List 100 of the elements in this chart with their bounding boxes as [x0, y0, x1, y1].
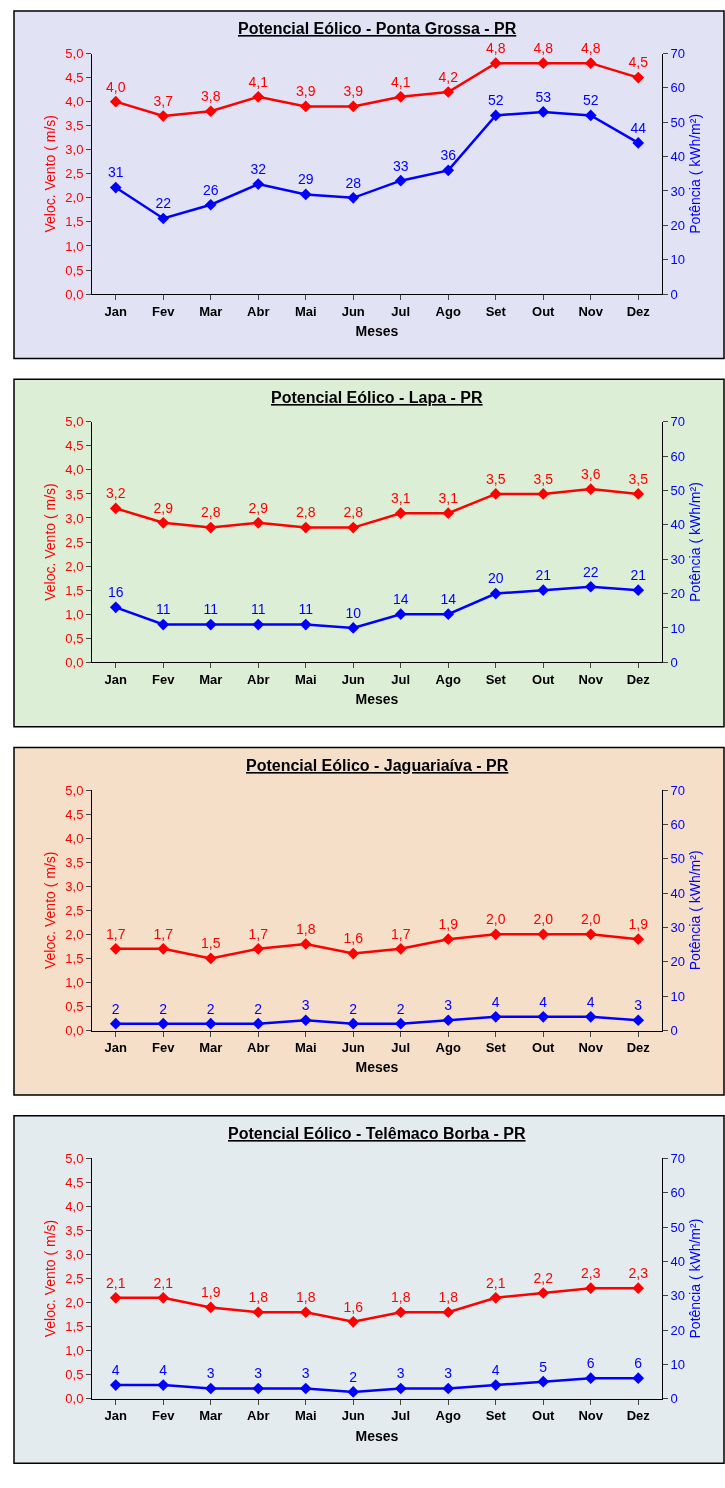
- point: [347, 521, 360, 534]
- data-label: 4,8: [533, 40, 554, 57]
- x-tick-label: Set: [485, 671, 507, 687]
- data-label: 2,3: [581, 1265, 601, 1282]
- point: [347, 1316, 360, 1328]
- point: [252, 178, 265, 190]
- data-label: 2,1: [106, 1274, 126, 1291]
- data-label: 3: [444, 1365, 453, 1382]
- y-tick-label: 2,0: [65, 190, 84, 206]
- x-tick-label: Fev: [152, 1408, 176, 1424]
- point: [204, 1017, 217, 1030]
- y2-tick-label: 30: [670, 1288, 686, 1304]
- point: [489, 488, 502, 500]
- data-label: 53: [535, 88, 552, 105]
- point: [394, 90, 407, 103]
- point: [157, 618, 170, 631]
- x-tick-label: Out: [532, 1040, 556, 1056]
- point: [489, 1291, 502, 1304]
- point: [109, 1291, 122, 1304]
- data-label: 2,8: [201, 504, 221, 521]
- y2-axis-title: Potência ( kWh/m²): [687, 850, 704, 971]
- x-tick-label: Mar: [199, 1040, 223, 1056]
- x-tick-label: Fev: [152, 1040, 176, 1056]
- x-tick-label: Nov: [578, 303, 604, 319]
- point: [632, 488, 645, 500]
- y-tick-label: 2,5: [65, 1271, 84, 1287]
- point: [537, 488, 550, 500]
- data-label: 3: [396, 1365, 405, 1382]
- point: [537, 106, 550, 118]
- x-tick-label: Mai: [294, 1408, 317, 1424]
- y2-tick-label: 70: [670, 46, 686, 62]
- data-label: 3: [634, 997, 643, 1014]
- data-label: 2,0: [533, 911, 554, 928]
- point: [109, 95, 122, 108]
- data-label: 2,1: [153, 1274, 174, 1291]
- x-tick-label: Nov: [578, 1408, 604, 1424]
- point: [489, 928, 502, 941]
- y2-tick-label: 0: [670, 654, 678, 670]
- y2-tick-label: 50: [670, 114, 686, 130]
- x-tick-label: Ago: [435, 1040, 461, 1056]
- data-label: 1,9: [201, 1284, 221, 1301]
- chart-title: Potencial Eólico - Ponta Grossa - PR: [238, 20, 517, 37]
- y2-tick-label: 60: [670, 80, 686, 96]
- point: [252, 618, 265, 631]
- y-tick-label: 3,0: [65, 1247, 84, 1263]
- y2-tick-label: 30: [670, 183, 686, 199]
- point: [632, 71, 645, 84]
- y2-tick-label: 30: [670, 551, 686, 567]
- data-label: 1,9: [438, 916, 459, 933]
- point: [537, 1010, 550, 1023]
- y-tick-label: 2,0: [65, 1295, 84, 1311]
- point: [109, 942, 122, 955]
- y2-tick-label: 10: [670, 988, 686, 1004]
- x-tick-label: Jun: [341, 1408, 365, 1424]
- point: [252, 1306, 265, 1319]
- y-tick-label: 1,5: [65, 214, 84, 230]
- point: [632, 933, 645, 946]
- point: [584, 1010, 597, 1023]
- data-label: 5: [539, 1358, 548, 1375]
- x-tick-label: Fev: [152, 671, 176, 687]
- data-label: 2,3: [628, 1265, 649, 1282]
- x-tick-label: Mai: [294, 303, 317, 319]
- y2-tick-label: 10: [670, 252, 686, 268]
- y2-tick-label: 0: [670, 1023, 678, 1039]
- point: [632, 1014, 645, 1027]
- y2-axis-title: Potência ( kWh/m²): [687, 482, 704, 602]
- data-label: 3,5: [486, 470, 506, 487]
- x-tick-label: Jul: [391, 1408, 411, 1424]
- point: [394, 942, 407, 955]
- point: [157, 942, 170, 955]
- y-tick-label: 0,0: [65, 286, 84, 302]
- data-label: 10: [345, 604, 362, 621]
- point: [584, 580, 597, 593]
- y-tick-label: 4,5: [65, 438, 84, 454]
- data-label: 52: [582, 92, 599, 109]
- y-tick-label: 3,0: [65, 878, 84, 894]
- x-tick-label: Set: [485, 303, 507, 319]
- y2-tick-label: 40: [670, 149, 686, 165]
- point: [109, 181, 122, 194]
- data-label: 28: [345, 174, 362, 191]
- data-label: 1,6: [343, 930, 364, 947]
- x-tick-label: Jun: [341, 671, 365, 687]
- y2-tick-label: 0: [670, 1391, 678, 1407]
- y-tick-label: 4,0: [65, 462, 84, 478]
- data-label: 1,8: [296, 920, 316, 937]
- point: [632, 1282, 645, 1295]
- point: [252, 1017, 265, 1030]
- data-label: 4: [159, 1361, 168, 1378]
- data-label: 2,2: [533, 1269, 554, 1286]
- y2-tick-label: 50: [670, 483, 686, 499]
- x-tick-label: Ago: [435, 1408, 461, 1424]
- point: [204, 618, 217, 631]
- data-label: 1,8: [248, 1289, 269, 1306]
- y-tick-label: 0,0: [65, 1023, 84, 1039]
- point: [489, 1010, 502, 1023]
- point: [157, 1017, 170, 1030]
- data-label: 1,9: [628, 916, 649, 933]
- x-tick-label: Abr: [247, 1408, 270, 1424]
- data-label: 2: [111, 1000, 120, 1017]
- data-label: 6: [634, 1355, 643, 1372]
